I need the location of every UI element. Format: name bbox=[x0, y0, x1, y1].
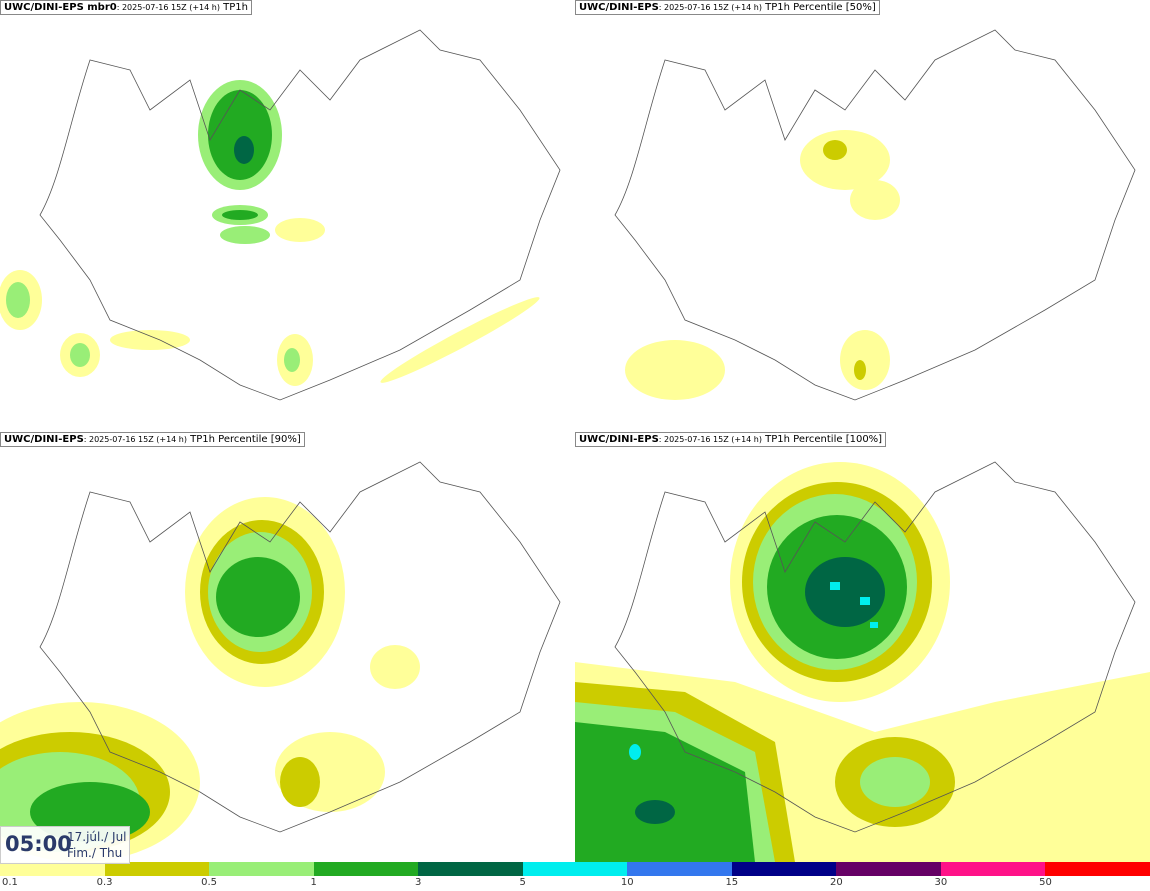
precip-contours bbox=[625, 130, 900, 400]
color-scale-swatch bbox=[836, 862, 941, 876]
map-panel-p90: UWC/DINI-EPS: 2025-07-16 15Z (+14 h) TP1… bbox=[0, 432, 575, 862]
precip-contours bbox=[0, 497, 420, 862]
coastline bbox=[39, 29, 561, 401]
precip-contours bbox=[0, 80, 540, 386]
precip-map bbox=[614, 29, 1136, 401]
color-scale-swatch bbox=[313, 862, 419, 876]
precip-color-scale: 0.1 0.3 0.5 1 3 5 10 15 20 30 50 bbox=[0, 862, 1150, 891]
valid-date: 17.júl./ Jul bbox=[67, 830, 127, 844]
coastline bbox=[39, 461, 561, 833]
color-scale-swatch bbox=[418, 862, 523, 876]
color-scale-swatch bbox=[731, 862, 837, 876]
panel-title: UWC/DINI-EPS: 2025-07-16 15Z (+14 h) TP1… bbox=[0, 432, 305, 447]
color-scale-label: 3 bbox=[414, 877, 422, 888]
color-scale-swatch bbox=[0, 862, 105, 876]
precip-map bbox=[575, 461, 1150, 862]
precip-map bbox=[0, 461, 561, 862]
panel-title: UWC/DINI-EPS mbr0: 2025-07-16 15Z (+14 h… bbox=[0, 0, 252, 15]
map-panel-member0: UWC/DINI-EPS mbr0: 2025-07-16 15Z (+14 h… bbox=[0, 0, 575, 430]
color-scale-label: 20 bbox=[829, 877, 843, 888]
color-scale-swatch bbox=[522, 862, 628, 876]
precip-map bbox=[0, 29, 561, 401]
color-scale-label: 5 bbox=[519, 877, 526, 888]
color-scale-swatch bbox=[627, 862, 732, 876]
color-scale-bar bbox=[0, 862, 1150, 876]
color-scale-label: 0.1 bbox=[2, 877, 18, 888]
precip-contours bbox=[575, 462, 1150, 862]
valid-weekday: Fim./ Thu bbox=[67, 846, 123, 860]
coastline bbox=[614, 461, 1136, 833]
color-scale-label: 1 bbox=[310, 877, 317, 888]
color-scale-swatch bbox=[1045, 862, 1150, 876]
color-scale-label: 15 bbox=[725, 877, 739, 888]
panel-title: UWC/DINI-EPS: 2025-07-16 15Z (+14 h) TP1… bbox=[575, 432, 887, 447]
valid-time-box: 05:00 17.júl./ Jul Fim./ Thu bbox=[0, 826, 130, 864]
color-scale-swatch bbox=[940, 862, 1046, 876]
color-scale-swatch bbox=[209, 862, 314, 876]
valid-hour: 05:00 bbox=[5, 832, 72, 856]
color-scale-label: 10 bbox=[620, 877, 634, 888]
map-panel-p50: UWC/DINI-EPS: 2025-07-16 15Z (+14 h) TP1… bbox=[575, 0, 1150, 430]
color-scale-label: 50 bbox=[1039, 877, 1052, 888]
coastline bbox=[614, 29, 1136, 401]
color-scale-label: 30 bbox=[934, 877, 948, 888]
panel-title: UWC/DINI-EPS: 2025-07-16 15Z (+14 h) TP1… bbox=[575, 0, 880, 15]
color-scale-label: 0.5 bbox=[201, 877, 218, 888]
color-scale-swatch bbox=[104, 862, 210, 876]
map-panel-p100: UWC/DINI-EPS: 2025-07-16 15Z (+14 h) TP1… bbox=[575, 432, 1150, 862]
color-scale-label: 0.3 bbox=[96, 877, 113, 888]
